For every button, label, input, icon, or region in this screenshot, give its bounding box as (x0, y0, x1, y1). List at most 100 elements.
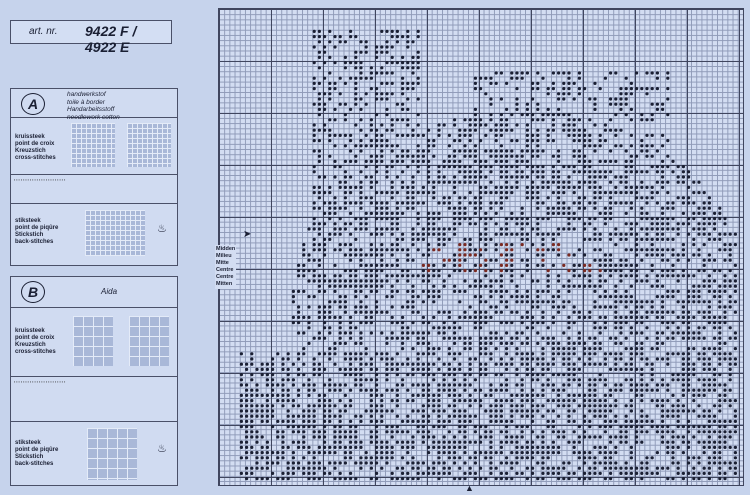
stitch-symbol (427, 191, 431, 195)
stitch-symbol (609, 102, 613, 106)
stitch-symbol (453, 352, 457, 356)
stitch-symbol (676, 404, 680, 408)
stitch-symbol (401, 248, 405, 252)
stitch-symbol (728, 419, 732, 423)
stitch-symbol (577, 315, 581, 319)
stitch-symbol (541, 258, 545, 262)
stitch-symbol (505, 269, 509, 273)
stitch-symbol (676, 300, 680, 304)
stitch-symbol (666, 409, 670, 413)
stitch-symbol (349, 451, 353, 455)
stitch-symbol (328, 445, 332, 449)
stitch-symbol (323, 92, 327, 96)
stitch-symbol (609, 232, 613, 236)
stitch-symbol (276, 383, 280, 387)
stitch-symbol (343, 206, 347, 210)
stitch-symbol (395, 227, 399, 231)
stitch-symbol (650, 419, 654, 423)
stitch-symbol (416, 123, 420, 127)
stitch-symbol (458, 289, 462, 293)
stitch-symbol (323, 315, 327, 319)
stitch-symbol (380, 206, 384, 210)
stitch-symbol (250, 404, 254, 408)
stitch-symbol (624, 201, 628, 205)
stitch-symbol (380, 263, 384, 267)
stitch-symbol (702, 357, 706, 361)
stitch-symbol (302, 347, 306, 351)
stitch-symbol (447, 414, 451, 418)
stitch-symbol (598, 284, 602, 288)
stitch-symbol (494, 133, 498, 137)
stitch-symbol (614, 295, 618, 299)
label-line: Stickstich (15, 232, 44, 238)
stitch-symbol (406, 300, 410, 304)
stitch-symbol (489, 279, 493, 283)
stitch-symbol (375, 404, 379, 408)
stitch-symbol (645, 248, 649, 252)
stitch-symbol (671, 440, 675, 444)
stitch-symbol (484, 321, 488, 325)
stitch-symbol (494, 362, 498, 366)
instruction-text: ▪ ▪ ▪ ▪ ▪ ▪ ▪ ▪ ▪ ▪ ▪ ▪ ▪ ▪ ▪ ▪ ▪ ▪ ▪ ▪ … (14, 178, 66, 182)
stitch-symbol (302, 269, 306, 273)
stitch-symbol (255, 388, 259, 392)
stitch-symbol (484, 430, 488, 434)
stitch-symbol (588, 315, 592, 319)
stitch-symbol (312, 419, 316, 423)
stitch-symbol (629, 399, 633, 403)
stitch-symbol (681, 425, 685, 429)
stitch-symbol (307, 451, 311, 455)
stitch-symbol (416, 170, 420, 174)
stitch-symbol (593, 232, 597, 236)
stitch-symbol (349, 284, 353, 288)
stitch-symbol (624, 87, 628, 91)
stitch-symbol (572, 97, 576, 101)
stitch-symbol (437, 248, 441, 252)
stitch-symbol (489, 393, 493, 397)
stitch-symbol (546, 341, 550, 345)
stitch-symbol (458, 128, 462, 132)
stitch-symbol (624, 347, 628, 351)
stitch-symbol (609, 269, 613, 273)
stitch-symbol (687, 295, 691, 299)
stitch-symbol (395, 466, 399, 470)
stitch-symbol (520, 430, 524, 434)
stitch-symbol (671, 373, 675, 377)
stitch-symbol (416, 341, 420, 345)
stitch-symbol (333, 196, 337, 200)
stitch-symbol (733, 409, 738, 413)
stitch-symbol (494, 81, 498, 85)
stitch-symbol (484, 367, 488, 371)
stitch-symbol (614, 404, 618, 408)
stitch-symbol (401, 440, 405, 444)
stitch-symbol (505, 383, 509, 387)
stitch-symbol (265, 399, 269, 403)
stitch-symbol (421, 367, 425, 371)
stitch-symbol (676, 466, 680, 470)
stitch-symbol (525, 336, 529, 340)
stitch-symbol (317, 139, 321, 143)
stitch-symbol (317, 66, 321, 70)
stitch-symbol (458, 414, 462, 418)
stitch-symbol (551, 362, 555, 366)
stitch-symbol (531, 133, 535, 137)
stitch-symbol (546, 217, 550, 221)
stitch-symbol (671, 393, 675, 397)
stitch-symbol (354, 425, 358, 429)
stitch-symbol (437, 419, 441, 423)
stitch-symbol (401, 305, 405, 309)
stitch-symbol (364, 45, 368, 49)
stitch-symbol (723, 477, 727, 481)
stitch-symbol (479, 170, 483, 174)
stitch-symbol (681, 305, 685, 309)
stitch-symbol (349, 471, 353, 475)
stitch-symbol (650, 154, 654, 158)
stitch-symbol (567, 71, 571, 75)
panel-a-fabric: handwerkstof toile à border Handarbeitss… (67, 91, 120, 121)
stitch-symbol (572, 367, 576, 371)
stitch-symbol (323, 123, 327, 127)
stitch-symbol (567, 217, 571, 221)
stitch-symbol (369, 404, 373, 408)
stitch-symbol (432, 295, 436, 299)
stitch-symbol (588, 362, 592, 366)
